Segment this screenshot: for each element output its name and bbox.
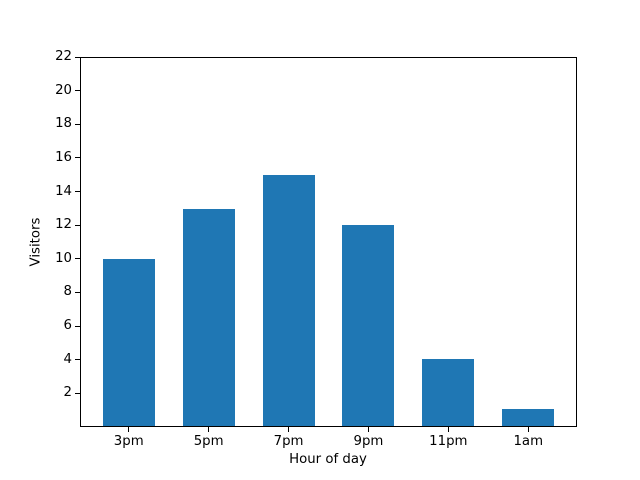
x-tick-label: 5pm	[193, 434, 224, 449]
y-tick-mark	[75, 123, 80, 125]
x-tick-mark	[128, 427, 130, 432]
y-tick-label: 18	[55, 116, 72, 132]
y-tick-mark	[75, 392, 80, 394]
x-tick-mark	[367, 427, 369, 432]
y-tick-mark	[75, 224, 80, 226]
bar-11pm	[422, 359, 475, 426]
y-tick-mark	[75, 90, 80, 92]
x-tick-mark	[527, 427, 529, 432]
y-tick-label: 4	[63, 351, 72, 367]
y-tick-label: 16	[55, 149, 72, 165]
y-tick-label: 12	[55, 217, 72, 233]
bar-7pm	[262, 175, 315, 426]
plot-area	[80, 57, 577, 427]
y-tick-label: 10	[55, 250, 72, 266]
x-tick-mark	[208, 427, 210, 432]
y-tick-label: 20	[55, 82, 72, 98]
bar-9pm	[342, 225, 395, 426]
y-tick-mark	[75, 258, 80, 260]
y-tick-label: 6	[63, 318, 72, 334]
y-tick-mark	[75, 191, 80, 193]
x-tick-mark	[447, 427, 449, 432]
x-tick-label: 9pm	[353, 434, 384, 449]
bar-1am	[502, 409, 555, 426]
y-tick-mark	[75, 359, 80, 361]
x-axis-label: Hour of day	[289, 452, 367, 467]
bar-3pm	[102, 258, 155, 426]
y-tick-mark	[75, 291, 80, 293]
x-tick-label: 3pm	[113, 434, 144, 449]
x-tick-label: 7pm	[273, 434, 304, 449]
y-tick-mark	[75, 157, 80, 159]
y-tick-label: 14	[55, 183, 72, 199]
y-tick-mark	[75, 325, 80, 327]
x-tick-label: 11pm	[429, 434, 468, 449]
y-tick-label: 2	[63, 385, 72, 401]
x-tick-mark	[288, 427, 290, 432]
x-tick-label: 1am	[513, 434, 544, 449]
y-tick-mark	[75, 56, 80, 58]
y-tick-label: 22	[55, 49, 72, 64]
y-tick-label: 8	[63, 284, 72, 300]
bar-5pm	[182, 208, 235, 426]
